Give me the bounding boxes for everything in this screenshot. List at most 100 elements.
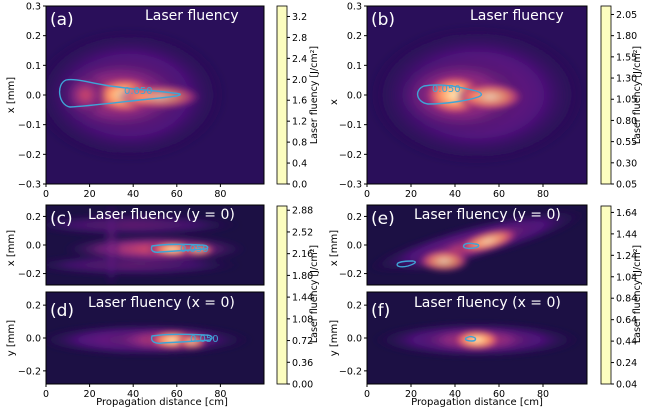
x-tick-label: 40: [449, 389, 461, 400]
colorbar-label-b: Laser fluency [J/cm²]: [632, 46, 643, 144]
contour-label: 0.050: [180, 244, 209, 255]
panel-b: (b) Laser fluency x 0.3 0.2 0.1 0.0 −0.1 −0.2…: [329, 2, 588, 200]
y-tick-label: 0.0: [347, 91, 362, 102]
contour-d: 0.050: [150, 333, 219, 345]
heatmap-a: [46, 6, 264, 184]
y-axis-label-a: x [mm]: [6, 77, 17, 113]
heatmap-e: [367, 205, 587, 285]
heatmap-blob: [456, 228, 520, 254]
y-ticks-c: 0.2 0.0 −0.2: [18, 212, 46, 280]
y-tick-label: −0.2: [18, 366, 41, 377]
contour-line: [59, 78, 181, 108]
colorbar-tick-label: 1.55: [616, 52, 637, 63]
colorbar-tick-label: 1.80: [292, 271, 313, 282]
colorbar-tick-label: 0.30: [616, 158, 637, 169]
colorbar-tick-label: 2.05: [616, 10, 637, 21]
colorbar-b: 2.05 1.80 1.55 1.30 1.05 0.80 0.55 0.30 0.05: [600, 5, 637, 191]
y-tick-label: −0.2: [339, 150, 362, 161]
y-tick-label: 0.1: [347, 61, 362, 72]
colorbar-tick-label: 1.08: [292, 314, 313, 325]
panel-d: (d) Laser fluency (x = 0) y [mm] 0.2 0.0 −…: [6, 291, 265, 400]
colorbar-d: 2.88 2.52 2.16 1.80 1.44 1.08 0.72 0.36 0.00: [276, 205, 313, 391]
y-ticks-d: 0.2 0.0 −0.2: [18, 301, 46, 377]
y-ticks-f: 0.2 0.0 −0.2: [339, 301, 367, 377]
y-tick-label: 0.0: [347, 241, 362, 252]
heatmap-blob: [450, 329, 504, 350]
heatmap-blob: [455, 82, 526, 112]
heatmap-blob: [102, 205, 121, 285]
y-ticks-b: 0.3 0.2 0.1 0.0 −0.1 −0.2 −0.3: [339, 2, 367, 191]
contour-line: [396, 242, 480, 268]
y-tick-label: −0.2: [339, 269, 362, 280]
x-ticks-d: 0 20 40 60 80: [43, 384, 226, 400]
colorbar-tick-label: 0.44: [616, 337, 637, 348]
y-tick-label: 0.0: [26, 91, 41, 102]
y-tick-label: −0.2: [18, 150, 41, 161]
colorbar-tick-label: 1.44: [616, 229, 637, 240]
colorbar-gradient: [276, 205, 288, 385]
x-tick-label: 0: [43, 389, 49, 400]
x-tick-label: 20: [405, 189, 417, 200]
contour-line: [150, 333, 213, 344]
x-tick-label: 60: [493, 189, 505, 200]
heatmap-blob: [46, 213, 243, 237]
colorbar-tick-label: 1.24: [616, 251, 637, 262]
colorbar-tick-label: 2.8: [292, 33, 307, 44]
y-axis-label-e: x [mm]: [329, 230, 340, 266]
y-axis-label-b: x: [329, 99, 340, 105]
colorbar-tick-label: 0.24: [616, 358, 637, 369]
x-tick-label: 80: [214, 189, 226, 200]
panel-label-b: (b): [371, 10, 395, 30]
x-axis-label-left: Propagation distance [cm]: [96, 397, 228, 408]
x-tick-label: 80: [537, 389, 549, 400]
x-tick-label: 80: [214, 389, 226, 400]
colorbar-tick-label: 2.88: [292, 206, 313, 217]
y-tick-label: −0.2: [339, 366, 362, 377]
x-tick-label: 40: [127, 389, 139, 400]
colorbar-tick-label: 0.05: [616, 180, 637, 191]
colorbar-tick-label: 0.84: [616, 294, 637, 305]
x-tick-label: 60: [493, 389, 505, 400]
x-tick-label: 60: [171, 389, 183, 400]
colorbar-tick-label: 0.36: [292, 358, 313, 369]
y-tick-label: 0.2: [26, 301, 41, 312]
panel-a: (a) Laser fluency x [mm] 0.3 0.2 0.1 0.0 −0.…: [6, 2, 265, 200]
x-tick-label: 0: [364, 189, 370, 200]
colorbar-tick-label: 0.55: [616, 137, 637, 148]
x-tick-label: 0: [43, 189, 49, 200]
contour-line: [417, 84, 483, 105]
contour-b: 0.050: [417, 84, 483, 105]
y-tick-label: 0.0: [347, 334, 362, 345]
colorbar-tick-label: 2.16: [292, 249, 313, 260]
y-tick-label: 0.1: [26, 61, 41, 72]
colorbar-tick-label: 0.72: [292, 336, 313, 347]
panel-title-b: Laser fluency: [470, 8, 564, 24]
heatmap-blob: [63, 73, 108, 117]
colorbar-gradient: [600, 205, 612, 385]
colorbar-tick-label: 1.80: [616, 31, 637, 42]
panel-e: (e) Laser fluency (y = 0) x [mm] 0.2 0.0 −…: [329, 204, 588, 286]
y-tick-label: 0.2: [347, 212, 362, 223]
x-tick-label: 60: [171, 189, 183, 200]
colorbar-tick-label: 1.04: [616, 272, 637, 283]
heatmap-c: [46, 205, 264, 285]
x-tick-label: 40: [449, 189, 461, 200]
y-tick-label: −0.2: [18, 269, 41, 280]
y-axis-label-f: y [mm]: [329, 320, 340, 356]
colorbar-label-d: Laser fluency [J/cm²]: [309, 245, 320, 343]
x-tick-label: 0: [364, 389, 370, 400]
colorbar-tick-label: 0.64: [616, 315, 637, 326]
colorbar-tick-label: 2.0: [292, 75, 307, 86]
colorbar-label-a: Laser fluency [J/cm²]: [309, 46, 320, 144]
panel-label-e: (e): [371, 209, 395, 229]
colorbar-gradient: [276, 5, 288, 185]
y-tick-label: 0.2: [26, 212, 41, 223]
colorbar-tick-label: 0.80: [616, 116, 637, 127]
y-tick-label: −0.3: [339, 180, 362, 191]
colorbar-gradient: [600, 5, 612, 185]
colorbar-tick-label: 0.00: [292, 380, 313, 391]
panel-f: (f) Laser fluency (x = 0) y [mm] 0.2 0.0 −…: [329, 291, 588, 400]
y-tick-label: 0.0: [26, 334, 41, 345]
colorbar-label-f: Laser fluency [J/cm²]: [632, 245, 643, 343]
